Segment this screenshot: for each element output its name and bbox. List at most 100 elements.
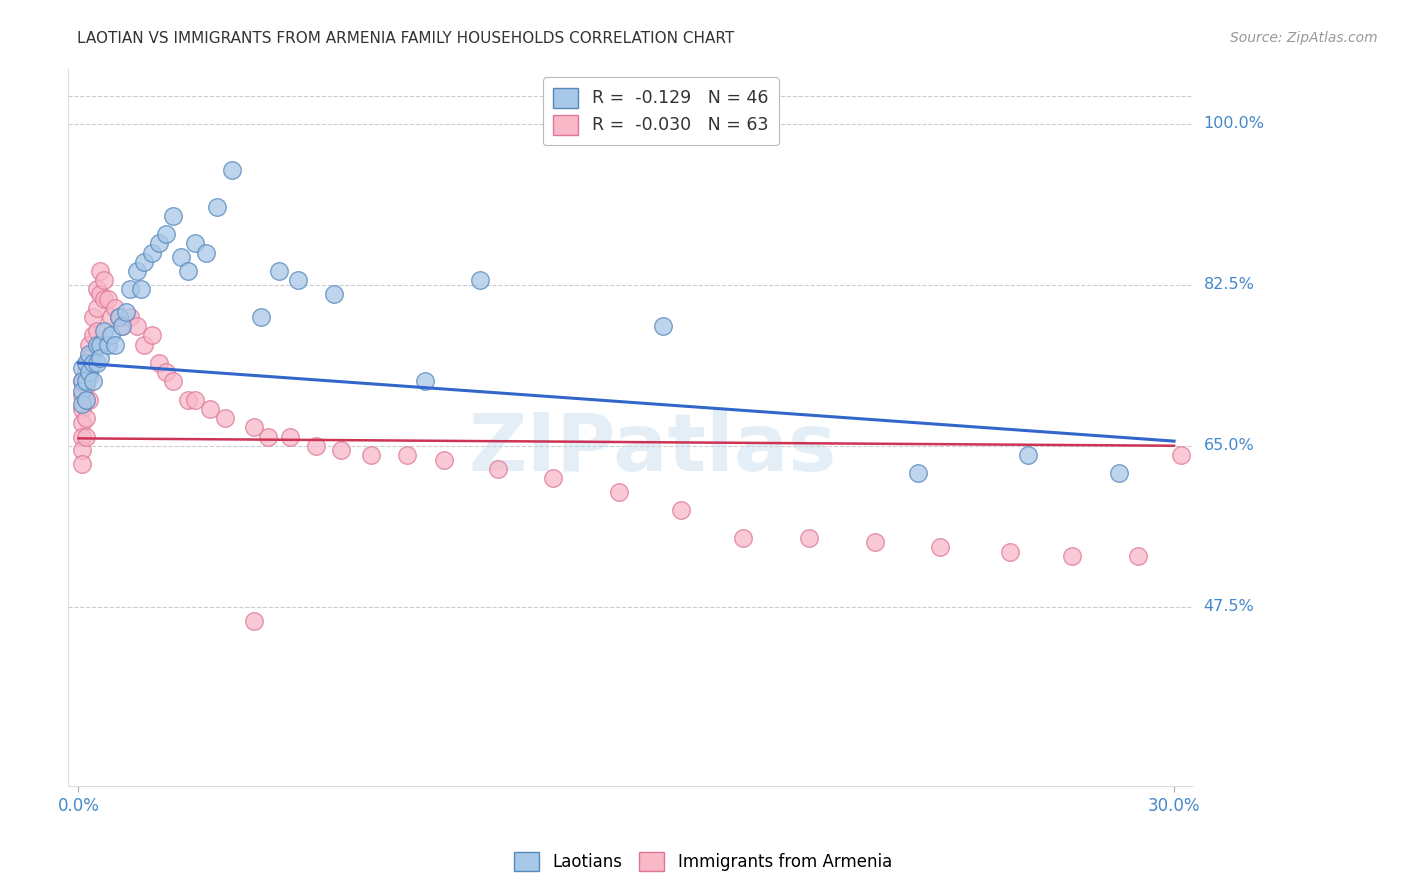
Point bbox=[433, 452, 456, 467]
Point bbox=[75, 392, 97, 407]
Point bbox=[93, 292, 115, 306]
Point bbox=[269, 264, 291, 278]
Point bbox=[323, 287, 346, 301]
Point bbox=[733, 531, 755, 545]
Point bbox=[75, 356, 97, 370]
Point bbox=[89, 287, 111, 301]
Point bbox=[287, 273, 309, 287]
Point bbox=[79, 365, 101, 379]
Point bbox=[70, 443, 93, 458]
Point bbox=[907, 467, 929, 481]
Point bbox=[305, 439, 328, 453]
Point bbox=[148, 356, 170, 370]
Point bbox=[177, 264, 200, 278]
Text: LAOTIAN VS IMMIGRANTS FROM ARMENIA FAMILY HOUSEHOLDS CORRELATION CHART: LAOTIAN VS IMMIGRANTS FROM ARMENIA FAMIL… bbox=[77, 31, 734, 46]
Point bbox=[100, 328, 122, 343]
Point bbox=[1170, 448, 1192, 462]
Point bbox=[607, 484, 630, 499]
Point bbox=[75, 365, 97, 379]
Point bbox=[70, 360, 93, 375]
Point bbox=[415, 375, 437, 389]
Point bbox=[214, 411, 236, 425]
Point bbox=[70, 416, 93, 430]
Point bbox=[125, 264, 148, 278]
Point bbox=[75, 392, 97, 407]
Point bbox=[184, 236, 207, 251]
Point bbox=[134, 254, 156, 268]
Point bbox=[104, 337, 127, 351]
Point bbox=[104, 301, 127, 315]
Point bbox=[70, 429, 93, 443]
Point bbox=[162, 375, 184, 389]
Point bbox=[1108, 467, 1130, 481]
Point bbox=[177, 392, 200, 407]
Point bbox=[488, 461, 510, 475]
Point bbox=[93, 273, 115, 287]
Point bbox=[86, 337, 108, 351]
Point bbox=[79, 369, 101, 384]
Point bbox=[111, 319, 134, 334]
Point bbox=[75, 375, 97, 389]
Point bbox=[70, 388, 93, 402]
Point bbox=[118, 310, 141, 324]
Point bbox=[79, 337, 101, 351]
Point bbox=[184, 392, 207, 407]
Point bbox=[82, 347, 104, 361]
Point bbox=[82, 310, 104, 324]
Point bbox=[107, 310, 129, 324]
Point bbox=[470, 273, 492, 287]
Point bbox=[195, 245, 218, 260]
Point bbox=[330, 443, 353, 458]
Point bbox=[89, 351, 111, 366]
Point bbox=[70, 375, 93, 389]
Point bbox=[207, 200, 229, 214]
Point bbox=[257, 429, 280, 443]
Point bbox=[89, 337, 111, 351]
Point bbox=[148, 236, 170, 251]
Point bbox=[541, 471, 564, 485]
Point bbox=[141, 328, 163, 343]
Point bbox=[79, 347, 101, 361]
Point bbox=[1017, 448, 1039, 462]
Legend: R =  -0.129   N = 46, R =  -0.030   N = 63: R = -0.129 N = 46, R = -0.030 N = 63 bbox=[543, 78, 779, 145]
Point bbox=[70, 401, 93, 416]
Point bbox=[97, 292, 120, 306]
Legend: Laotians, Immigrants from Armenia: Laotians, Immigrants from Armenia bbox=[506, 843, 900, 880]
Point bbox=[198, 401, 221, 416]
Point bbox=[82, 328, 104, 343]
Point bbox=[1060, 549, 1083, 563]
Point bbox=[79, 392, 101, 407]
Point bbox=[998, 544, 1021, 558]
Point bbox=[75, 411, 97, 425]
Point bbox=[162, 209, 184, 223]
Point bbox=[929, 540, 952, 554]
Point bbox=[125, 319, 148, 334]
Point bbox=[396, 448, 419, 462]
Point bbox=[82, 375, 104, 389]
Text: Source: ZipAtlas.com: Source: ZipAtlas.com bbox=[1230, 31, 1378, 45]
Point bbox=[129, 282, 152, 296]
Point bbox=[70, 397, 93, 411]
Point bbox=[242, 614, 264, 628]
Point bbox=[1126, 549, 1149, 563]
Text: ZIPatlas: ZIPatlas bbox=[468, 409, 837, 488]
Text: 82.5%: 82.5% bbox=[1204, 277, 1254, 293]
Point bbox=[111, 319, 134, 334]
Point bbox=[669, 503, 692, 517]
Point bbox=[115, 305, 138, 319]
Point bbox=[75, 429, 97, 443]
Point bbox=[86, 301, 108, 315]
Point bbox=[242, 420, 264, 434]
Point bbox=[221, 162, 243, 177]
Point bbox=[70, 375, 93, 389]
Point bbox=[100, 310, 122, 324]
Point bbox=[82, 356, 104, 370]
Point bbox=[141, 245, 163, 260]
Point bbox=[107, 310, 129, 324]
Point bbox=[360, 448, 382, 462]
Point bbox=[155, 365, 177, 379]
Point bbox=[93, 324, 115, 338]
Point bbox=[170, 250, 193, 264]
Point bbox=[70, 384, 93, 398]
Point bbox=[86, 324, 108, 338]
